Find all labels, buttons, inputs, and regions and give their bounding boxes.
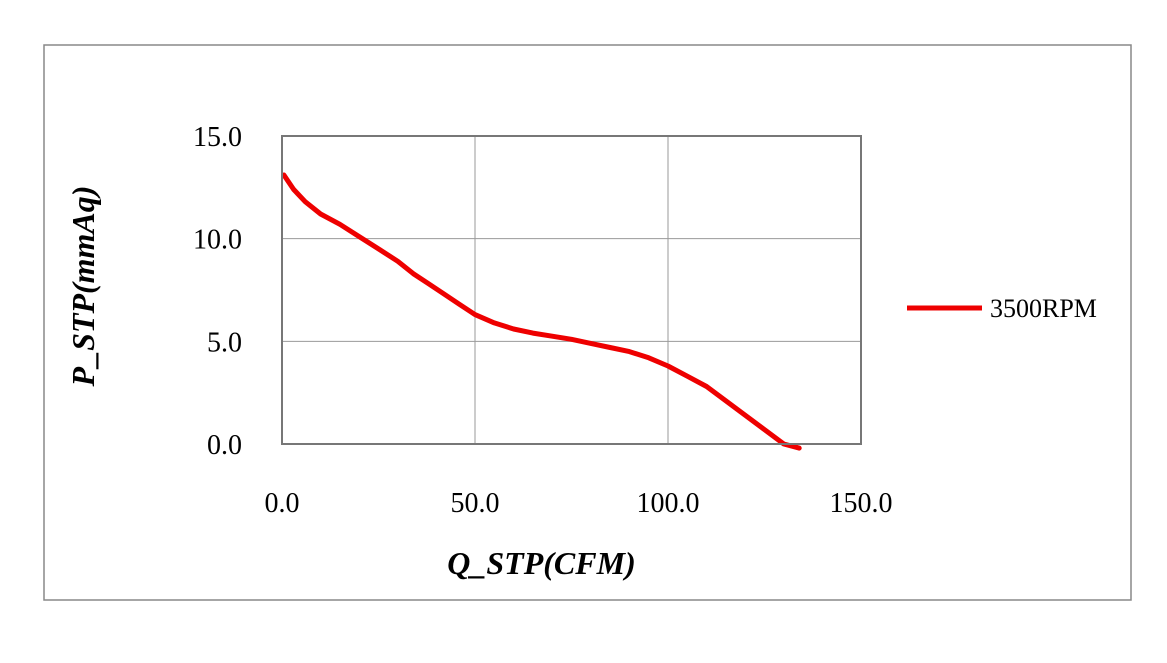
series-lines bbox=[281, 172, 802, 451]
x-tick-label: 100.0 bbox=[637, 488, 700, 519]
x-tick-labels: 0.0 50.0 100.0 150.0 bbox=[265, 488, 893, 519]
x-tick-label: 0.0 bbox=[265, 488, 300, 519]
x-tick-label: 150.0 bbox=[830, 488, 893, 519]
legend: 3500RPM bbox=[907, 294, 1097, 323]
x-axis-title: Q_STP(CFM) bbox=[447, 545, 635, 581]
y-tick-label: 5.0 bbox=[207, 327, 242, 358]
chart-border bbox=[43, 44, 1132, 601]
y-tick-label: 15.0 bbox=[193, 122, 242, 153]
y-tick-label: 0.0 bbox=[207, 430, 242, 461]
legend-label: 3500RPM bbox=[990, 294, 1097, 323]
plot-area bbox=[281, 135, 862, 445]
y-axis-title: P_STP(mmAq) bbox=[65, 186, 101, 388]
x-tick-label: 50.0 bbox=[451, 488, 500, 519]
y-tick-label: 10.0 bbox=[193, 225, 242, 256]
series-line-3500RPM bbox=[281, 172, 802, 451]
y-tick-labels: 0.0 5.0 10.0 15.0 bbox=[193, 122, 242, 461]
